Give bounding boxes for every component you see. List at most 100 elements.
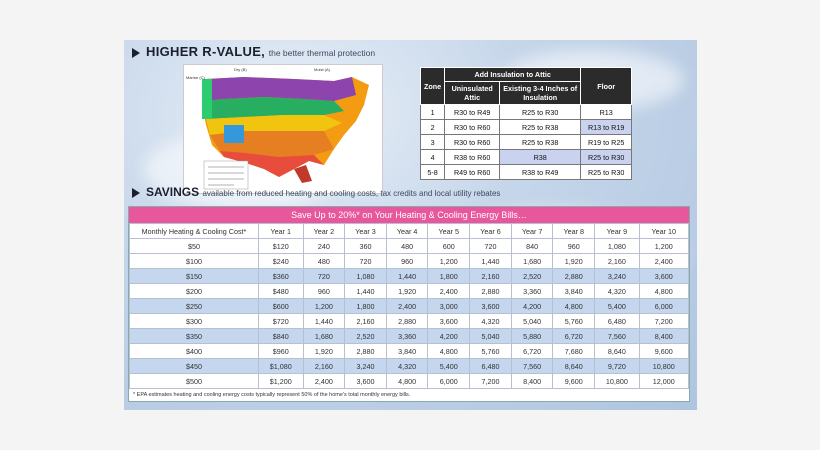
savings-cell: 960 [385,253,429,269]
savings-cell: 3,360 [385,328,429,344]
savings-cell: 4,200 [427,328,471,344]
savings-cell: $1,200 [258,373,304,389]
map-label-moist: Moist (A) [314,67,330,72]
savings-cell: 2,400 [638,253,690,269]
savings-cell: 3,000 [427,298,471,314]
savings-cell: 10,800 [594,373,640,389]
table-row: 2 R30 to R60 R25 to R38 R13 to R19 [419,119,633,135]
savings-cell: 1,920 [552,253,596,269]
savings-cell: 1,920 [385,283,429,299]
sky-panel: HIGHER R-VALUE, the better thermal prote… [124,40,697,410]
savings-cell: $120 [258,238,304,254]
monthly-cost-cell: $300 [129,313,259,329]
savings-cell: 4,800 [385,373,429,389]
savings-cell: 4,200 [510,298,554,314]
savings-cell: 5,040 [510,313,554,329]
savings-cell: 1,440 [344,283,387,299]
savings-cell: 6,720 [552,328,596,344]
savings-cell: 1,200 [427,253,471,269]
savings-cell: 3,600 [427,313,471,329]
savings-cell: $600 [258,298,304,314]
savings-cell: $840 [258,328,304,344]
savings-cell: 2,400 [385,298,429,314]
savings-cell: 5,760 [552,313,596,329]
savings-cell: 5,400 [427,358,471,374]
savings-cell: 2,160 [344,313,387,329]
savings-cell: 3,600 [344,373,387,389]
map-label-dry: Dry (B) [234,67,247,72]
monthly-cost-cell: $200 [129,283,259,299]
savings-cell: 3,240 [594,268,640,284]
savings-cell: 5,400 [594,298,640,314]
climate-zone-map: Dry (B) Moist (A) Marine (C) [183,64,383,194]
savings-cell: 7,560 [594,328,640,344]
monthly-cost-cell: $150 [129,268,259,284]
savings-cell: 6,000 [638,298,690,314]
savings-cell: 5,760 [469,343,512,359]
savings-cell: 480 [302,253,346,269]
savings-cell: 4,320 [469,313,512,329]
table-row: 1 R30 to R49 R25 to R30 R13 [419,104,633,120]
savings-cell: 2,400 [302,373,346,389]
savings-cell: 4,800 [427,343,471,359]
heading-savings: SAVINGS available from reduced heating a… [132,185,500,199]
savings-cell: 960 [552,238,596,254]
table-row: 4 R38 to R60 R38 R25 to R30 [419,149,633,165]
savings-cell: 6,720 [510,343,554,359]
savings-cell: 2,520 [510,268,554,284]
savings-cell: 1,440 [385,268,429,284]
monthly-cost-cell: $450 [129,358,259,374]
table-row: $50 $120 240 360 480 600 720 840 960 1,080 1,200 [129,238,690,254]
arrow-icon [132,47,140,58]
savings-cell: $720 [258,313,304,329]
savings-cell: 2,160 [469,268,512,284]
savings-cell: 4,800 [552,298,596,314]
monthly-cost-cell: $400 [129,343,259,359]
savings-cell: 2,880 [344,343,387,359]
col-zone: Zone [419,67,446,105]
savings-cell: 8,640 [552,358,596,374]
savings-cell: 5,880 [510,328,554,344]
arrow-icon [132,187,140,198]
savings-cell: $960 [258,343,304,359]
table-row: 5-8 R49 to R60 R38 to R49 R25 to R30 [419,164,633,180]
table-row: $500 $1,200 2,400 3,600 4,800 6,000 7,200 8,400… [129,373,690,389]
savings-cell: 1,800 [344,298,387,314]
savings-cell: 1,080 [594,238,640,254]
heading-r-value: HIGHER R-VALUE, the better thermal prote… [132,44,375,59]
savings-cell: $360 [258,268,304,284]
savings-cell: 7,680 [552,343,596,359]
savings-cell: 2,400 [427,283,471,299]
col-floor: Floor [580,67,633,105]
savings-cell: $240 [258,253,304,269]
savings-cell: 1,440 [469,253,512,269]
savings-cell: 8,640 [594,343,640,359]
col-uninsulated: Uninsulated Attic [444,81,501,105]
savings-cell: 7,200 [469,373,512,389]
savings-cell: 2,160 [302,358,346,374]
savings-cell: 1,080 [344,268,387,284]
savings-cell: 8,400 [510,373,554,389]
savings-cell: 7,560 [510,358,554,374]
savings-cell: 8,400 [638,328,690,344]
savings-cell: 6,480 [469,358,512,374]
monthly-cost-cell: $250 [129,298,259,314]
table-row: $450 $1,080 2,160 3,240 4,320 5,400 6,480 7,560… [129,358,690,374]
savings-cell: 480 [385,238,429,254]
savings-cell: 3,840 [552,283,596,299]
savings-cell: 7,200 [638,313,690,329]
monthly-cost-cell: $500 [129,373,259,389]
table-row: $150 $360 720 1,080 1,440 1,800 2,160 2,520 2,88… [129,268,690,284]
table-row: $200 $480 960 1,440 1,920 2,400 2,880 3,360 3,84… [129,283,690,299]
table-row: $250 $600 1,200 1,800 2,400 3,000 3,600 4,200 4,… [129,298,690,314]
map-label-marine: Marine (C) [186,75,205,80]
savings-cell: 2,880 [385,313,429,329]
savings-cell: 9,600 [552,373,596,389]
savings-cell: 2,160 [594,253,640,269]
savings-cell: 4,320 [594,283,640,299]
savings-cell: 2,520 [344,328,387,344]
savings-cell: 1,200 [302,298,346,314]
savings-cell: 1,680 [510,253,554,269]
table-row: $400 $960 1,920 2,880 3,840 4,800 5,760 6,720 7,… [129,343,690,359]
table-row: $350 $840 1,680 2,520 3,360 4,200 5,040 5,880 6,… [129,328,690,344]
